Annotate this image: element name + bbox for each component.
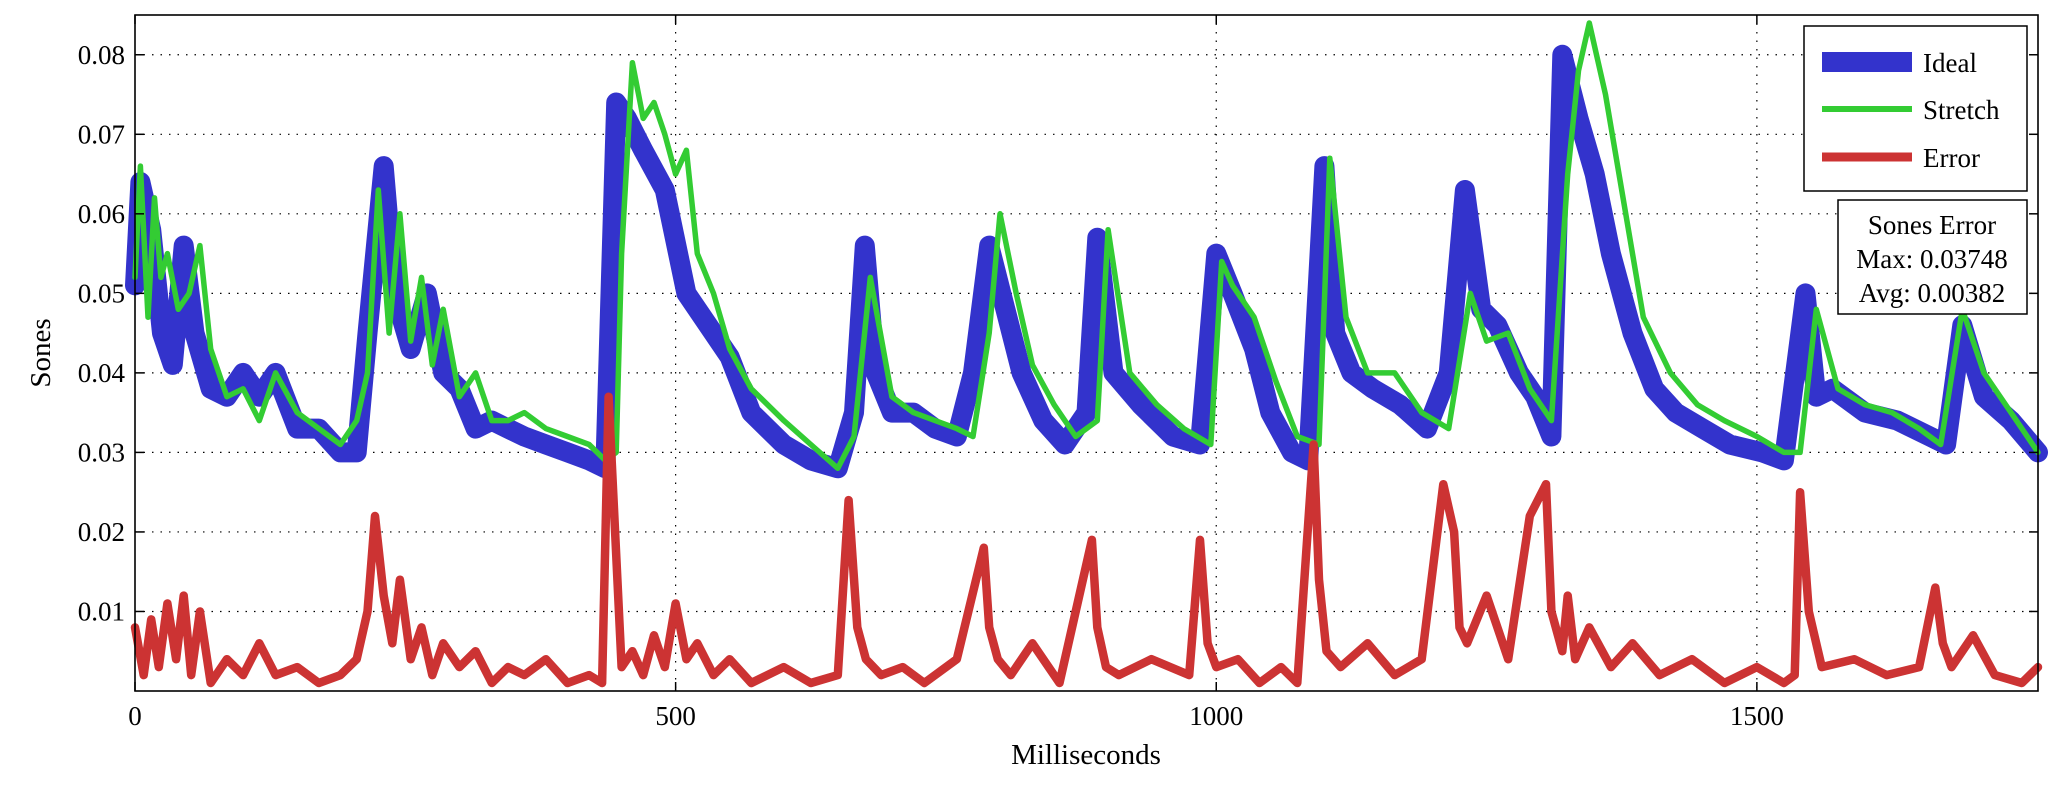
y-tick-label: 0.05 bbox=[78, 278, 125, 308]
y-tick-label: 0.08 bbox=[78, 40, 125, 70]
x-axis-label: Milliseconds bbox=[1011, 739, 1161, 771]
legend-label-error: Error bbox=[1923, 143, 1980, 173]
series-lines bbox=[125, 20, 2048, 688]
y-tick-label: 0.03 bbox=[78, 437, 125, 467]
x-tick-label: 1500 bbox=[1730, 701, 1784, 731]
error-stats-frame bbox=[1837, 199, 2028, 315]
y-tick-label: 0.01 bbox=[78, 596, 125, 626]
legend-label-ideal: Ideal bbox=[1923, 48, 1977, 78]
error-stats-avg: Avg: 0.00382 bbox=[1859, 278, 2006, 308]
x-tick-label: 1000 bbox=[1189, 701, 1243, 731]
error-stats-title: Sones Error bbox=[1868, 210, 1996, 240]
error-stats-max: Max: 0.03748 bbox=[1856, 244, 2008, 274]
series-line-stretch bbox=[132, 20, 2041, 472]
error-stats-box: Sones Error Max: 0.03748 Avg: 0.00382 bbox=[1837, 199, 2028, 315]
series-line-error bbox=[130, 392, 2043, 688]
axis-ticks: 0 500 1000 1500 0.01 0.02 0.03 0.04 0.05 0.06 0.07… bbox=[78, 15, 2038, 731]
y-tick-label: 0.02 bbox=[78, 517, 125, 547]
x-tick-label: 0 bbox=[128, 701, 142, 731]
y-axis-label: Sones bbox=[25, 318, 57, 387]
x-tick-label: 500 bbox=[655, 701, 696, 731]
legend: Ideal Stretch Error bbox=[1803, 25, 2028, 192]
y-tick-label: 0.06 bbox=[78, 199, 125, 229]
legend-label-stretch: Stretch bbox=[1923, 95, 2000, 125]
plot-frame bbox=[134, 14, 2039, 692]
y-tick-label: 0.04 bbox=[78, 358, 126, 388]
y-tick-label: 0.07 bbox=[78, 119, 125, 149]
